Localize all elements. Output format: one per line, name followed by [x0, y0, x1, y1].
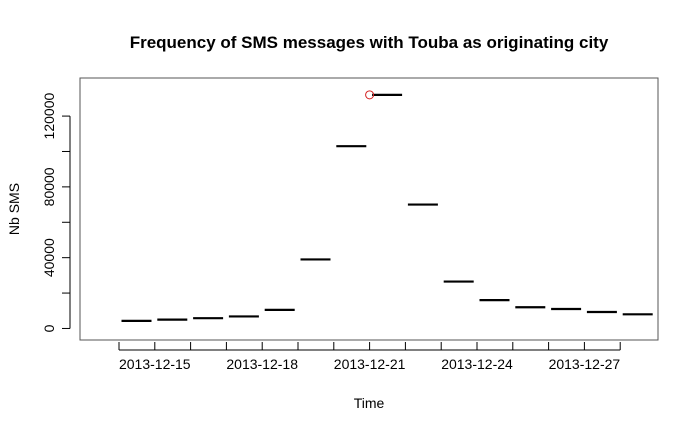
plot-area-border: [79, 77, 659, 341]
x-tick-label: 2013-12-15: [119, 356, 191, 372]
y-axis: 0 40000 80000 120000: [41, 93, 71, 332]
y-tick-label: 120000: [41, 93, 57, 140]
data-marks: [121, 90, 653, 322]
x-tick-label: 2013-12-24: [441, 356, 513, 372]
x-tick-label: 2013-12-18: [226, 356, 298, 372]
y-tick-label: 0: [41, 324, 57, 332]
x-axis: 2013-12-15 2013-12-18 2013-12-21 2013-12-24…: [118, 342, 621, 372]
peak-marker: [365, 90, 375, 100]
x-tick-label: 2013-12-21: [334, 356, 406, 372]
y-tick-label: 80000: [41, 167, 57, 206]
x-tick-label: 2013-12-27: [549, 356, 621, 372]
y-tick-label: 40000: [41, 238, 57, 277]
x-axis-label: Time: [354, 395, 385, 411]
y-axis-label: Nb SMS: [6, 183, 22, 235]
chart-title: Frequency of SMS messages with Touba as …: [130, 33, 609, 52]
